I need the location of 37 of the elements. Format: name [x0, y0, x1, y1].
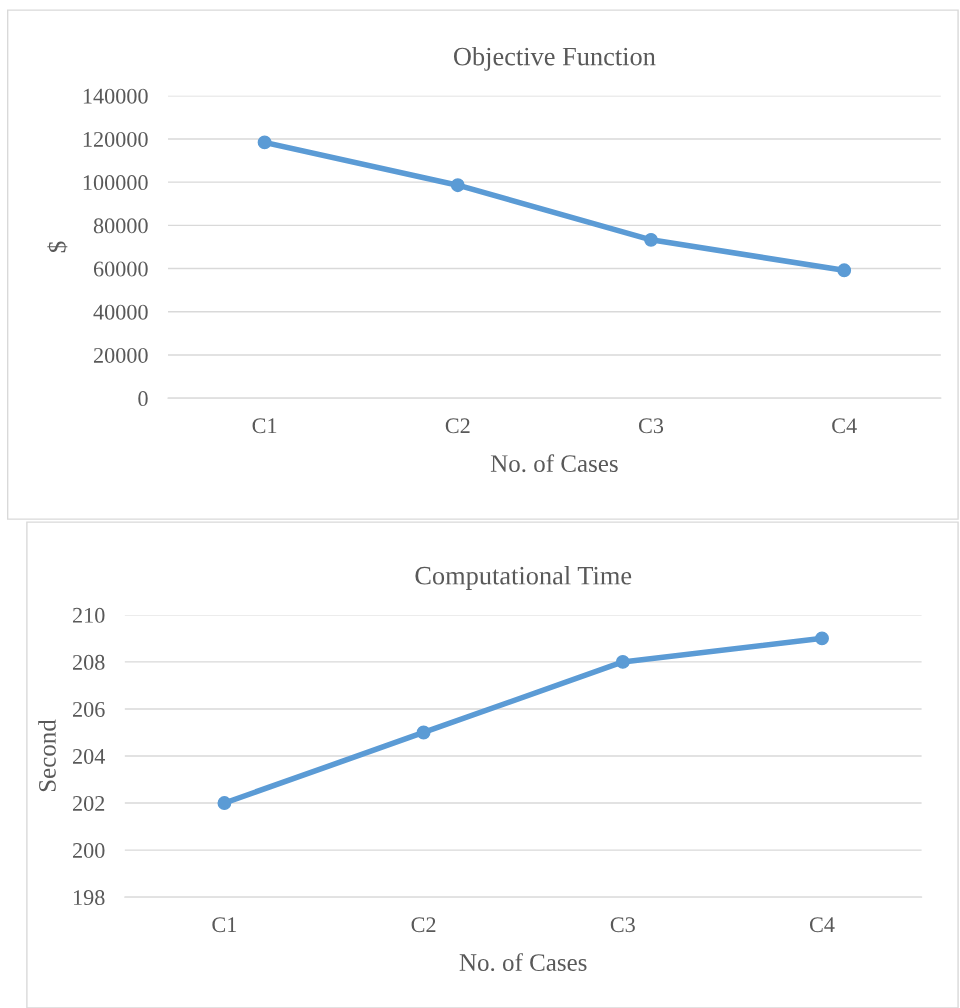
x-tick-label: C3: [638, 418, 664, 434]
y-tick-label: 60000: [93, 261, 148, 277]
x-tick-label: C3: [610, 917, 635, 933]
y-tick-label: 210: [73, 607, 105, 623]
y-tick-label: 80000: [93, 218, 148, 234]
point: [615, 654, 630, 669]
x-tick-label: C1: [252, 418, 277, 434]
y-axis-title: Second: [38, 719, 56, 792]
y-tick-label: 140000: [83, 88, 148, 104]
x-tick-label: C2: [411, 917, 436, 933]
chart-title: Computational Time: [415, 566, 632, 590]
point: [217, 796, 232, 810]
y-tick-label: 200: [73, 843, 105, 859]
y-tick-label: 0: [138, 391, 148, 407]
x-tick-label: C4: [832, 418, 857, 434]
point: [815, 631, 829, 646]
point: [257, 135, 272, 150]
y-tick-label: 204: [73, 748, 106, 764]
y-tick-label: 120000: [83, 131, 148, 147]
point: [644, 232, 658, 247]
y-tick-label: 198: [73, 890, 105, 906]
y-tick-label: 40000: [93, 304, 148, 320]
x-axis-title: No. of Cases: [459, 953, 587, 972]
point: [450, 178, 465, 193]
x-axis-title: No. of Cases: [490, 454, 618, 473]
y-tick-label: 20000: [93, 347, 148, 363]
y-tick-label: 206: [73, 701, 105, 717]
chart-title: Objective Function: [453, 46, 656, 71]
y-tick-label: 202: [73, 795, 105, 811]
x-tick-label: C2: [445, 418, 470, 434]
x-tick-label: C1: [212, 917, 237, 933]
y-tick-label: 100000: [83, 175, 148, 191]
point: [837, 263, 852, 278]
y-axis-title: $: [47, 241, 68, 253]
x-tick-label: C4: [809, 917, 835, 933]
y-tick-label: 208: [73, 654, 105, 670]
point: [416, 725, 431, 740]
